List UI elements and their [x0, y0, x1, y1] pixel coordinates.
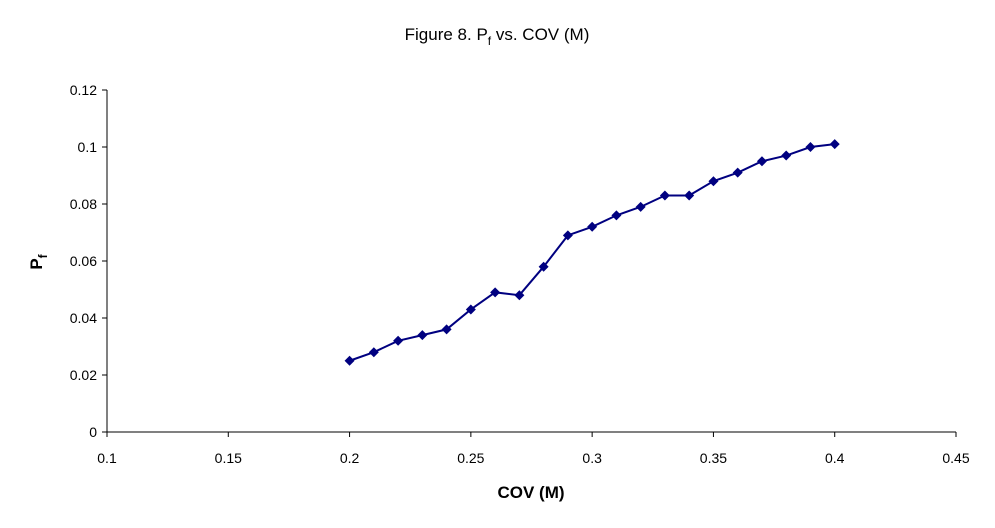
data-point-marker [684, 190, 695, 201]
y-tick-label: 0 [89, 424, 97, 440]
x-tick-label: 0.45 [942, 450, 969, 466]
y-tick-label: 0.02 [70, 367, 97, 383]
data-point-marker [490, 287, 501, 298]
x-tick-label: 0.25 [457, 450, 484, 466]
y-tick-label: 0.1 [78, 139, 98, 155]
data-point-marker [441, 324, 452, 335]
data-point-marker [587, 221, 598, 232]
data-point-marker [344, 355, 355, 366]
data-point-marker [368, 347, 379, 358]
data-point-marker [805, 142, 816, 152]
y-tick-label: 0.06 [70, 253, 97, 269]
data-point-marker [708, 176, 719, 187]
x-axis-label: COV (M) [497, 483, 564, 502]
data-point-marker [611, 210, 622, 221]
data-point-marker [562, 230, 573, 241]
data-point-marker [829, 139, 840, 150]
data-point-marker [635, 201, 646, 212]
x-tick-label: 0.3 [582, 450, 602, 466]
x-tick-label: 0.35 [700, 450, 727, 466]
data-point-marker [781, 150, 792, 161]
data-point-marker [732, 167, 743, 178]
y-tick-label: 0.04 [70, 310, 97, 326]
y-tick-label: 0.08 [70, 196, 97, 212]
x-tick-label: 0.2 [340, 450, 360, 466]
data-point-marker [465, 304, 476, 315]
data-point-marker [514, 290, 525, 301]
y-axis-label: Pf [27, 253, 50, 269]
chart-title: Figure 8. Pf vs. COV (M) [405, 25, 590, 48]
data-point-marker [393, 335, 404, 346]
data-point-marker [417, 330, 428, 341]
data-point-marker [538, 261, 549, 272]
series-line [349, 143, 835, 362]
y-tick-label: 0.12 [70, 82, 97, 98]
x-tick-label: 0.15 [215, 450, 242, 466]
data-point-marker [659, 190, 670, 201]
data-point-marker [756, 156, 767, 167]
x-tick-label: 0.4 [825, 450, 845, 466]
x-tick-label: 0.1 [97, 450, 117, 466]
